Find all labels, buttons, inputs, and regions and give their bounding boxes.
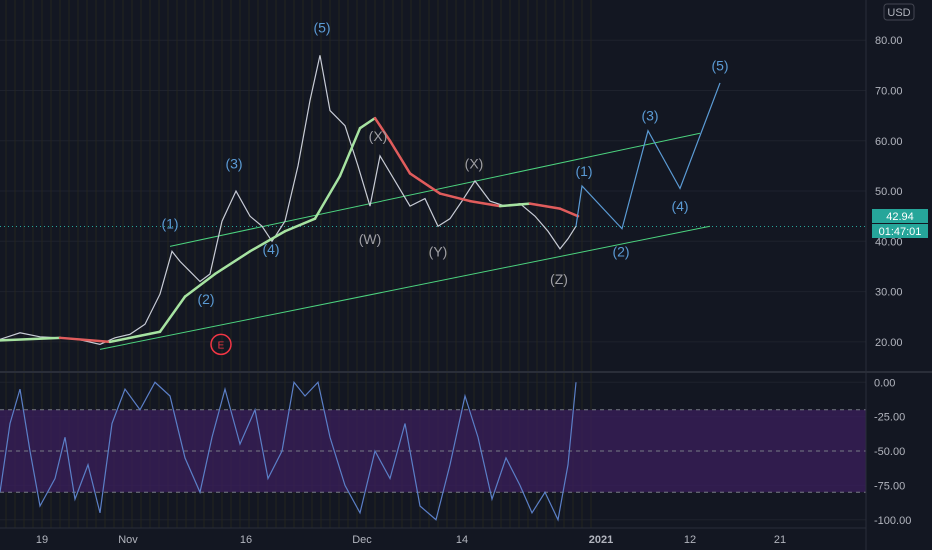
wave-label[interactable]: (Y) [429, 243, 448, 259]
moving-average-segment [338, 126, 362, 178]
wave-labels: (1) (2) (3) (4) (5) (X) (W) (Y) (X) (Z) (1) (2) (3) (… [161, 20, 729, 356]
time-tick-label: 14 [456, 534, 468, 546]
price-tick-label: 80.00 [875, 35, 903, 47]
moving-average-segment [408, 172, 442, 195]
currency-badge[interactable] [883, 3, 915, 21]
oscillator-axis[interactable]: 0.00 -25.00 -50.00 -75.00 -100.00 [874, 377, 911, 527]
event-marker-circle[interactable] [210, 333, 232, 356]
oscillator-series [0, 380, 577, 522]
oscillator-tick-label: -25.00 [874, 412, 905, 424]
wave-label[interactable]: (1) [575, 163, 592, 179]
wave-label[interactable]: (5) [313, 20, 330, 36]
moving-average-segment [558, 207, 580, 218]
wave-label[interactable]: (X) [369, 128, 388, 144]
moving-average-segment [158, 295, 187, 334]
wave-label[interactable]: (1) [161, 216, 178, 232]
wave-label[interactable]: (X) [465, 155, 484, 171]
moving-average-segment [283, 217, 317, 233]
time-tick-label: 16 [240, 534, 252, 546]
moving-average-segment [0, 336, 62, 342]
oscillator-tick-label: -75.00 [874, 480, 905, 492]
wave-label[interactable]: (4) [671, 198, 688, 214]
time-tick-label: 12 [684, 534, 696, 546]
currency-label: USD [887, 7, 910, 19]
moving-average-segment [248, 229, 287, 253]
moving-average-segment [528, 202, 562, 210]
oscillator-tick-label: -100.00 [874, 515, 911, 527]
oscillator-tick-label: -50.00 [874, 446, 905, 458]
wave-label[interactable]: (3) [641, 108, 658, 124]
price-tick-label: 50.00 [875, 186, 903, 198]
moving-average-segment [183, 272, 217, 298]
time-tick-label: 19 [36, 534, 48, 546]
price-tick-label: 70.00 [875, 85, 903, 97]
last-price-badge [872, 209, 928, 223]
moving-average-segment [58, 336, 112, 344]
moving-average-segment [468, 199, 502, 208]
wave-label[interactable]: (3) [225, 155, 242, 171]
moving-average-segment [213, 250, 252, 276]
projection-path[interactable] [575, 82, 721, 230]
time-tick-label: 2021 [589, 534, 613, 546]
channel-line[interactable] [99, 225, 711, 350]
wave-label[interactable]: (Z) [550, 271, 568, 287]
event-marker-label: E [218, 340, 225, 351]
moving-average-segment [438, 192, 472, 203]
price-tick-label: 60.00 [875, 136, 903, 148]
moving-average-segment [498, 202, 532, 208]
moving-average-segment [108, 330, 162, 344]
last-price-label: 42.94 [886, 211, 914, 223]
time-axis[interactable]: 19 Nov 16 Dec 14 2021 12 21 [0, 527, 866, 546]
moving-average-segment [388, 139, 412, 175]
time-tick-label: Nov [118, 534, 138, 546]
countdown-label: 01:47:01 [879, 226, 922, 238]
price-axis[interactable]: 20.00 30.00 40.00 50.00 60.00 70.00 80.00 [875, 35, 903, 349]
time-tick-label: Dec [352, 534, 372, 546]
oscillator-tick-label: 0.00 [874, 377, 895, 389]
wave-label[interactable]: (2) [612, 243, 629, 259]
wave-label[interactable]: (5) [711, 57, 728, 73]
price-series [0, 55, 577, 345]
wave-label[interactable]: (4) [262, 241, 279, 257]
countdown-badge [872, 224, 928, 238]
price-tick-label: 20.00 [875, 337, 903, 349]
moving-average-segment [373, 116, 392, 143]
time-tick-label: 21 [774, 534, 786, 546]
price-tick-label: 40.00 [875, 236, 903, 248]
wave-label[interactable]: (2) [197, 291, 214, 307]
oscillator-band [0, 409, 866, 493]
moving-average-segment [313, 174, 342, 220]
wave-label[interactable]: (W) [359, 231, 382, 247]
price-tick-label: 30.00 [875, 287, 903, 299]
series-layer [0, 55, 721, 522]
moving-average-segment [358, 116, 377, 130]
